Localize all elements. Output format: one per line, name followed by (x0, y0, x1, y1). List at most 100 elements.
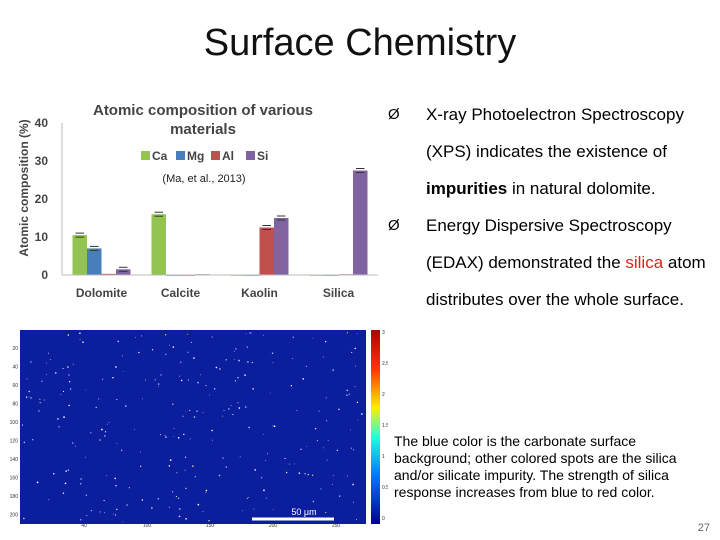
map-dot (214, 388, 216, 390)
map-dot (164, 434, 166, 436)
map-dot (48, 499, 50, 501)
map-dot (354, 347, 356, 350)
x-tick-label: Calcite (161, 286, 201, 300)
map-dot (222, 457, 224, 459)
map-dot (232, 414, 234, 415)
map-dot (325, 512, 327, 513)
map-dot (64, 482, 67, 485)
map-dot (180, 361, 182, 363)
map-dot (98, 398, 100, 400)
map-dot (300, 448, 302, 450)
map-dot (141, 335, 142, 337)
map-dot (187, 351, 189, 353)
map-dot (63, 391, 64, 392)
map-dot (26, 396, 28, 398)
map-dot (38, 410, 40, 412)
map-dot (80, 519, 82, 521)
map-dot (86, 515, 88, 516)
x-tick-label: Silica (323, 286, 355, 300)
map-dot (346, 332, 348, 334)
map-dot (121, 449, 123, 451)
map-dot (85, 389, 87, 391)
map-dot (185, 518, 187, 520)
map-dot (48, 352, 49, 354)
colorbar-tick: 0.5 (382, 485, 388, 491)
map-dot (125, 405, 127, 407)
map-y-tick: 80 (12, 402, 18, 408)
map-dot (140, 451, 141, 453)
map-dot (43, 399, 45, 401)
map-dot (165, 436, 167, 438)
map-dot (262, 433, 264, 435)
bar-chart: Atomic composition (%) Atomic compositio… (17, 102, 378, 300)
map-dot (261, 477, 263, 479)
map-x-tick: 40 (81, 523, 87, 528)
map-dot (352, 483, 354, 486)
map-dot (272, 509, 274, 510)
map-dot (211, 429, 213, 432)
map-dot (182, 415, 184, 417)
bar (151, 214, 166, 275)
map-dot (141, 499, 143, 501)
map-dot (332, 369, 334, 371)
map-dot (251, 362, 253, 364)
map-dot (108, 422, 110, 423)
map-dot (140, 465, 142, 467)
colorbar-tick: 3 (382, 330, 385, 336)
x-tick-label: Kaolin (241, 286, 278, 300)
bullet-list: Ø X-ray Photoelectron Spectroscopy (XPS)… (388, 96, 713, 318)
map-dot (307, 474, 309, 476)
map-dot (244, 374, 246, 376)
map-dot (205, 385, 207, 386)
map-dot (286, 471, 288, 474)
map-dot (225, 466, 227, 468)
map-dot (49, 359, 51, 360)
colorbar-tick: 2 (382, 392, 385, 398)
map-dot (202, 511, 204, 512)
map-dot (253, 508, 255, 510)
map-dot (272, 362, 274, 364)
map-dot (123, 371, 124, 372)
bar (274, 218, 289, 275)
map-dot (173, 436, 175, 437)
map-y-tick: 200 (10, 513, 19, 519)
map-dot (312, 474, 314, 476)
map-dot (101, 428, 103, 431)
map-dot (361, 413, 363, 415)
chart-title-line-1: Atomic composition of various (93, 102, 313, 119)
map-dot (68, 374, 70, 376)
map-dot (318, 410, 320, 412)
bullet-xps-text-1: X-ray Photoelectron Spectroscopy (XPS) i… (426, 105, 684, 161)
legend-swatch (176, 151, 185, 160)
map-dot (28, 390, 30, 393)
map-dot (189, 409, 191, 411)
map-dot (67, 469, 69, 471)
map-dots (22, 332, 363, 523)
map-dot (302, 378, 304, 380)
map-dot (80, 483, 82, 485)
map-dot (193, 416, 196, 418)
colorbar-tick: 1 (382, 454, 385, 460)
map-dot (135, 337, 136, 338)
map-dot (354, 386, 356, 387)
bar (72, 235, 87, 275)
map-dot (160, 434, 161, 436)
map-dot (36, 481, 39, 484)
map-dot (336, 449, 338, 451)
map-dot (314, 428, 317, 430)
map-dot (165, 334, 167, 336)
map-dot (103, 500, 105, 501)
map-dot (158, 385, 159, 387)
colorbar-tick: 0 (382, 516, 385, 522)
bar (101, 273, 116, 275)
map-dot (114, 477, 116, 480)
map-dot (326, 420, 328, 422)
map-dot (53, 473, 55, 475)
map-dot (262, 334, 264, 336)
legend-label: Mg (187, 149, 204, 163)
map-dot (183, 433, 185, 435)
map-dot (169, 344, 170, 346)
map-dot (185, 487, 187, 489)
bullet-arrow-icon: Ø (388, 217, 400, 234)
